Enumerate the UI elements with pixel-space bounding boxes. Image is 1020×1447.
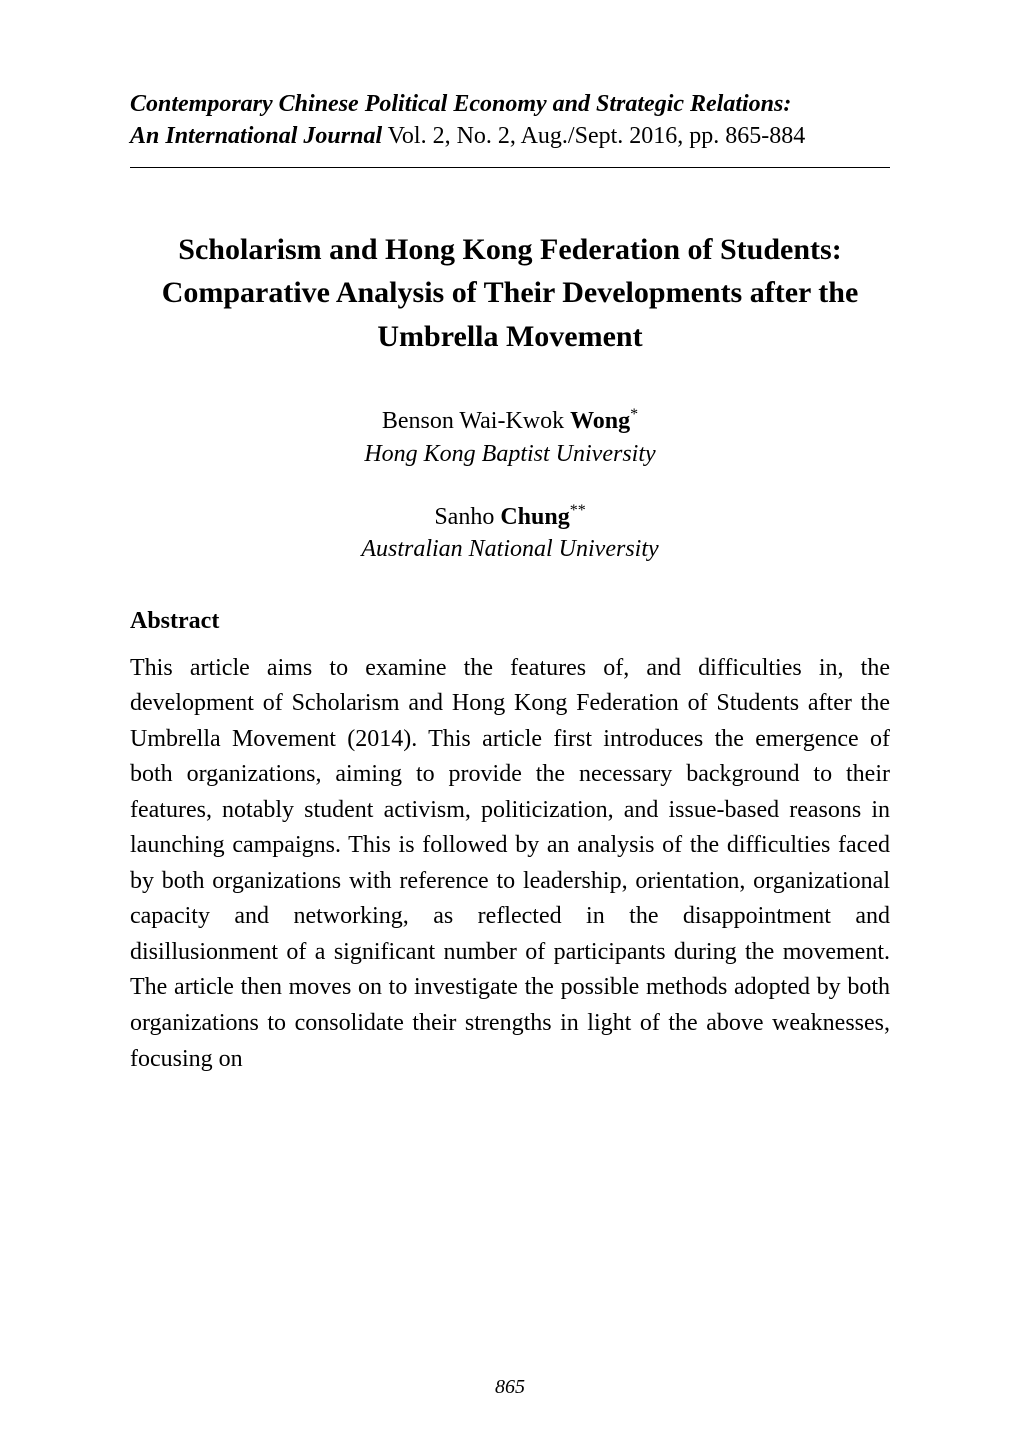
author-block-2: Sanho Chung** Australian National Univer… xyxy=(130,500,890,566)
author-marker-2: ** xyxy=(570,502,586,519)
article-title: Scholarism and Hong Kong Federation of S… xyxy=(138,228,882,359)
author-surname-2: Chung xyxy=(500,504,569,530)
author-block-1: Benson Wai-Kwok Wong* Hong Kong Baptist … xyxy=(130,404,890,470)
page-number: 865 xyxy=(0,1376,1020,1399)
author-marker-1: * xyxy=(630,406,638,423)
author-given-2: Sanho xyxy=(434,504,500,530)
journal-subtitle: An International Journal xyxy=(130,123,382,149)
header-rule xyxy=(130,167,890,168)
journal-name: Contemporary Chinese Political Economy a… xyxy=(130,91,791,117)
journal-volume-info: Vol. 2, No. 2, Aug./Sept. 2016, pp. 865-… xyxy=(382,123,805,149)
author-given-1: Benson Wai-Kwok xyxy=(382,408,570,434)
author-surname-1: Wong xyxy=(570,408,630,434)
abstract-heading: Abstract xyxy=(130,608,890,635)
author-affiliation-2: Australian National University xyxy=(361,536,658,562)
author-affiliation-1: Hong Kong Baptist University xyxy=(364,441,655,467)
journal-header: Contemporary Chinese Political Economy a… xyxy=(130,88,890,153)
page: Contemporary Chinese Political Economy a… xyxy=(0,0,1020,1447)
abstract-text: This article aims to examine the feature… xyxy=(130,651,890,1077)
